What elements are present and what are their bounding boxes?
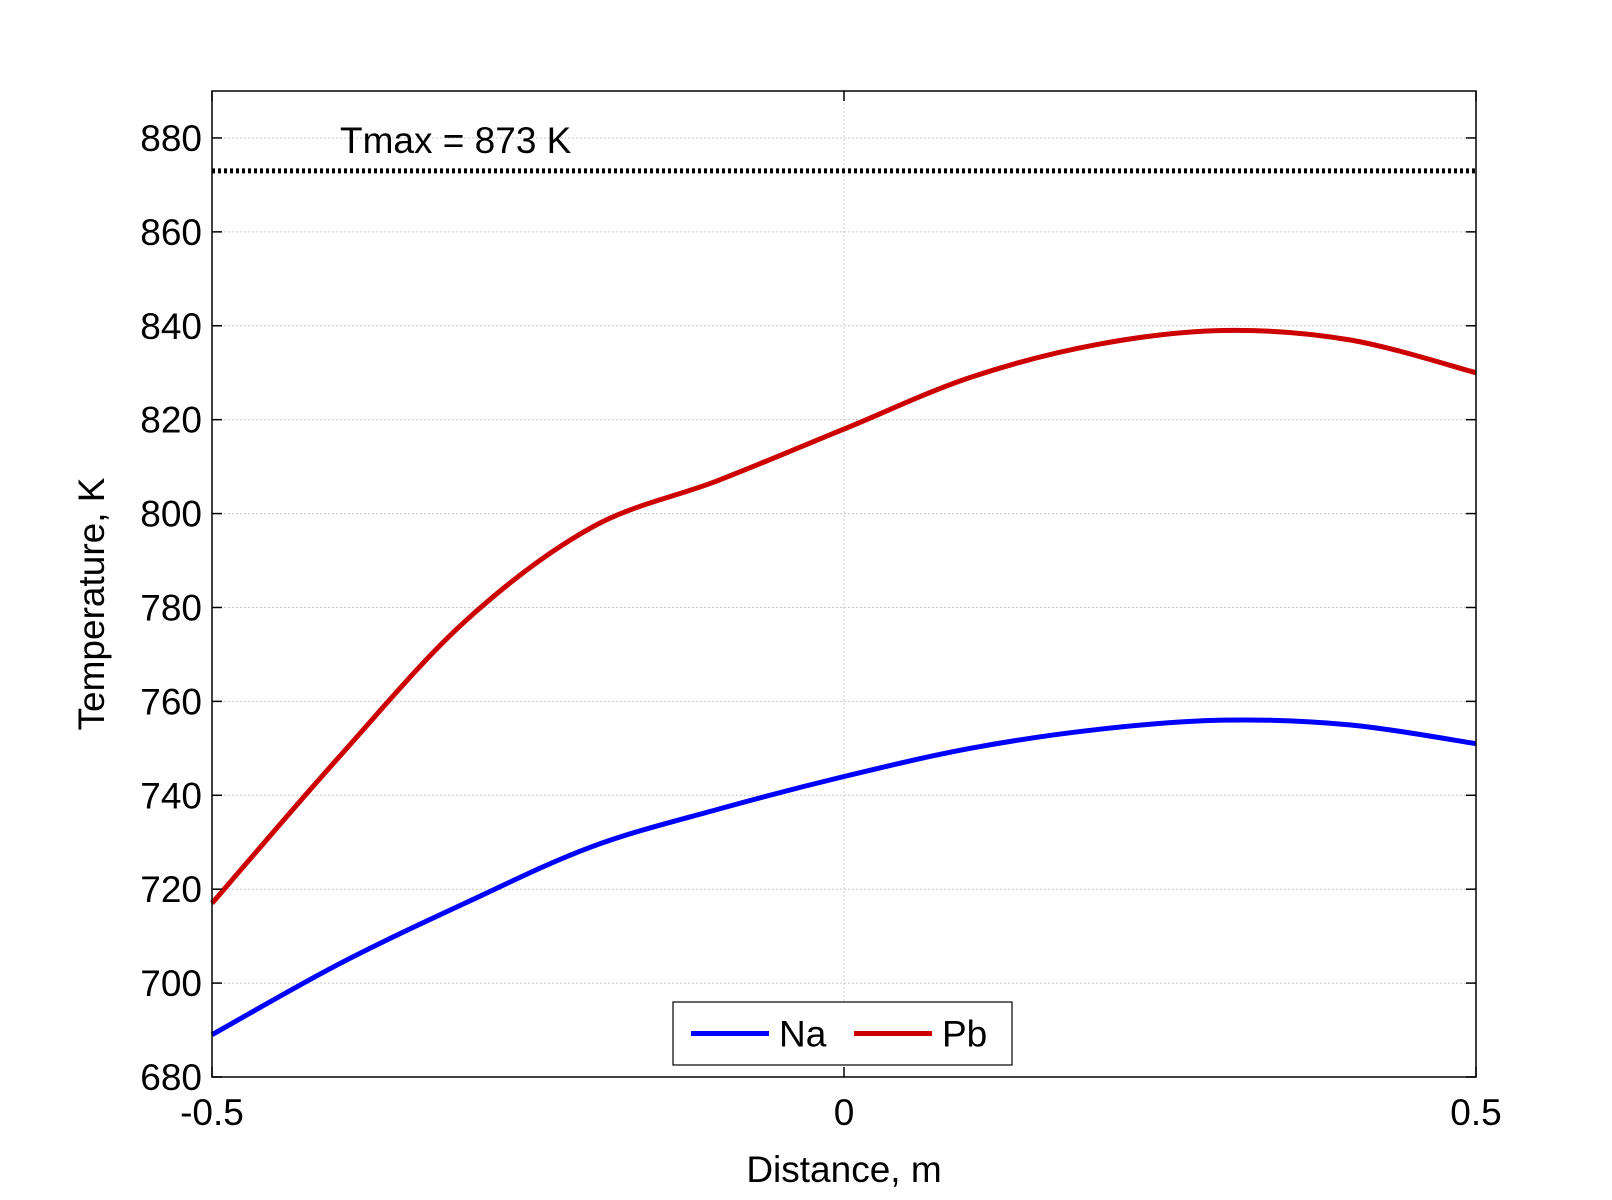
x-tick-label: 0.5 <box>1450 1092 1501 1133</box>
x-tick-label: -0.5 <box>180 1092 244 1133</box>
y-tick-label: 680 <box>140 1057 202 1098</box>
legend-label-pb: Pb <box>942 1014 987 1055</box>
x-tick-label: 0 <box>834 1092 855 1133</box>
y-tick-label: 860 <box>140 212 202 253</box>
y-tick-label: 720 <box>140 869 202 910</box>
y-axis-title: Temperature, K <box>71 477 112 730</box>
y-tick-label: 740 <box>140 775 202 816</box>
y-tick-label: 700 <box>140 963 202 1004</box>
y-tick-label: 820 <box>140 400 202 441</box>
legend: Na Pb <box>672 1001 1013 1066</box>
series-line-na <box>210 717 1477 1037</box>
x-axis-title: Distance, m <box>746 1149 941 1190</box>
ticks: 680 700 720 740 760 780 800 820 840 860 880 -0.5 0 0.… <box>140 91 1502 1133</box>
y-tick-label: 800 <box>140 494 202 535</box>
series-line-pb <box>210 327 1477 905</box>
reference-line-label: Tmax = 873 K <box>340 120 572 161</box>
y-tick-label: 780 <box>140 587 202 628</box>
y-tick-label: 880 <box>140 118 202 159</box>
y-tick-label: 840 <box>140 306 202 347</box>
y-tick-label: 760 <box>140 681 202 722</box>
series-layer <box>210 327 1477 1037</box>
grid <box>212 91 1476 1077</box>
legend-label-na: Na <box>779 1014 827 1055</box>
